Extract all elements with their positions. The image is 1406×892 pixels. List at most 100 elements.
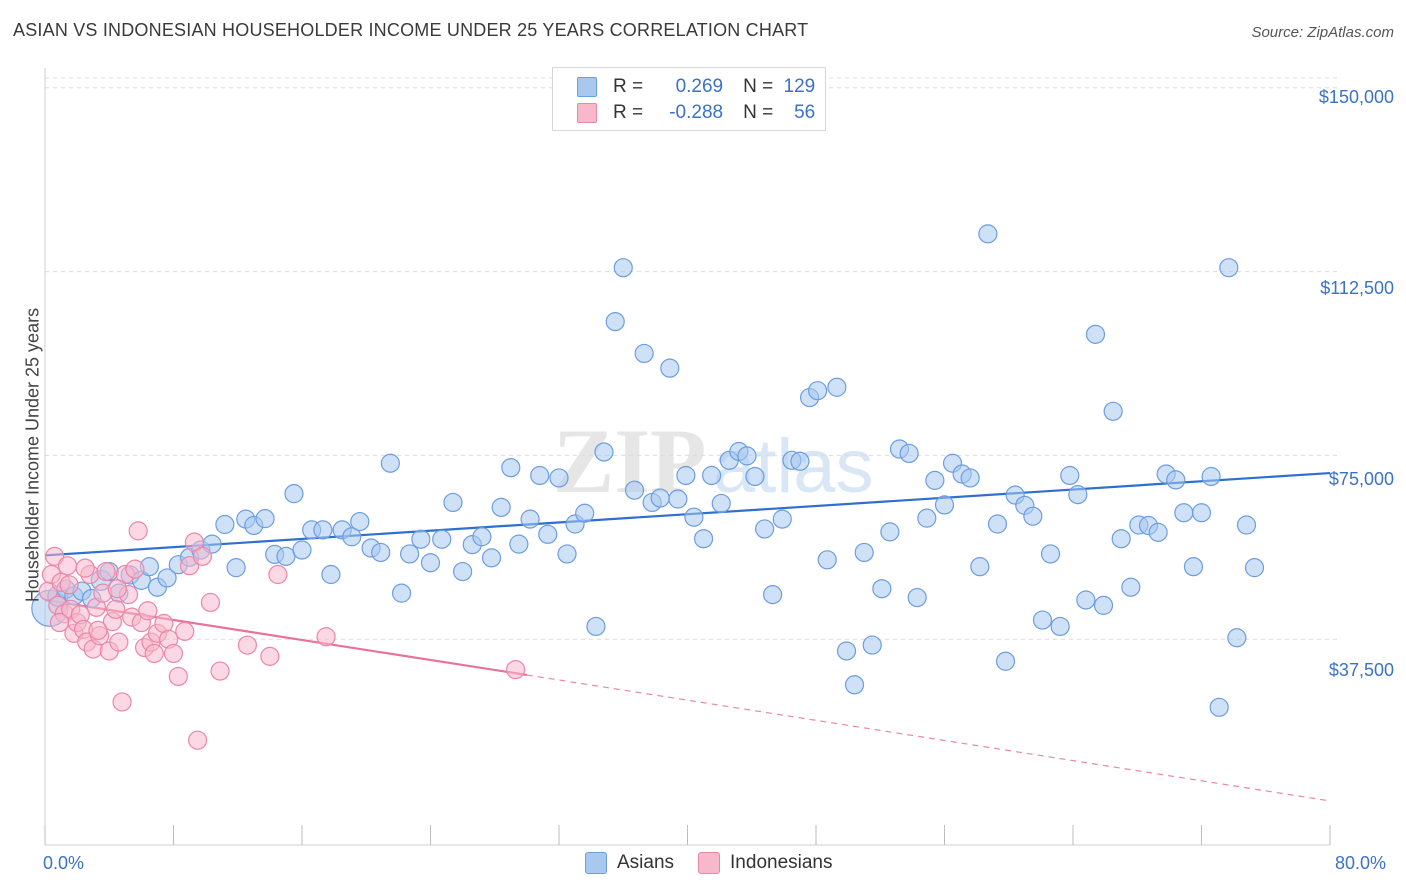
- n-label: N =: [743, 76, 774, 97]
- data-point-asians: [226, 558, 246, 578]
- r-label: R =: [613, 76, 644, 97]
- data-point-asians: [481, 548, 502, 568]
- data-point-asians: [1040, 544, 1061, 564]
- data-point-asians: [1121, 577, 1141, 597]
- axes: [44, 68, 1331, 846]
- data-point-asians: [817, 550, 837, 570]
- data-point-indonesians: [187, 730, 208, 750]
- legend-row-indonesians: R = -0.288 N = 56: [577, 101, 815, 125]
- data-point-asians: [1201, 466, 1221, 487]
- data-point-asians: [1111, 529, 1131, 549]
- data-point-indonesians: [57, 556, 78, 576]
- n-value-asians: 129: [783, 76, 816, 97]
- data-point-asians: [276, 546, 296, 566]
- data-point-asians: [960, 468, 980, 488]
- data-point-asians: [549, 468, 569, 488]
- legend-swatch-asians: [577, 77, 597, 97]
- legend-label-asians: Asians: [617, 852, 675, 873]
- data-point-indonesians: [192, 546, 213, 566]
- data-point-asians: [420, 553, 441, 573]
- data-point-asians: [737, 446, 757, 466]
- data-point-asians: [650, 488, 670, 508]
- data-point-indonesians: [88, 620, 108, 640]
- data-point-asians: [925, 470, 945, 490]
- data-point-asians: [1227, 628, 1247, 648]
- r-value-indonesians: -0.288: [669, 102, 724, 123]
- data-point-asians: [321, 564, 341, 585]
- data-point-asians: [509, 534, 529, 554]
- data-point-asians: [1209, 697, 1229, 717]
- data-point-asians: [1236, 515, 1257, 535]
- data-point-asians: [613, 258, 633, 278]
- data-point-asians: [808, 381, 828, 401]
- data-point-asians: [1191, 503, 1212, 523]
- data-point-asians: [1068, 485, 1088, 505]
- data-point-asians: [491, 497, 511, 517]
- data-point-asians: [501, 458, 521, 478]
- correlation-legend: R = 0.269 N = 129 R = -0.288 N = 56: [552, 67, 826, 131]
- data-point-asians: [934, 495, 955, 515]
- data-point-asians: [745, 466, 765, 487]
- data-point-asians: [763, 584, 783, 605]
- legend-item-indonesians[interactable]: Indonesians: [698, 852, 833, 874]
- data-point-asians: [391, 583, 412, 603]
- data-points: [31, 224, 1265, 750]
- data-point-indonesians: [128, 521, 148, 541]
- data-point-indonesians: [138, 601, 158, 621]
- data-point-asians: [862, 635, 882, 655]
- data-point-indonesians: [45, 546, 65, 566]
- series-legend: Asians Indonesians: [585, 852, 857, 874]
- data-point-asians: [284, 484, 304, 504]
- data-point-asians: [836, 641, 857, 661]
- data-point-asians: [701, 465, 722, 486]
- data-point-asians: [400, 544, 420, 564]
- data-point-asians: [880, 522, 900, 542]
- y-tick-label-112500: $112,500: [1320, 278, 1394, 298]
- data-point-asians: [157, 568, 177, 588]
- data-point-asians: [1244, 558, 1265, 578]
- data-point-asians: [634, 343, 654, 364]
- data-point-asians: [443, 492, 463, 513]
- legend-swatch-indonesians: [577, 103, 597, 123]
- legend-swatch-indonesians: [698, 852, 721, 874]
- data-point-asians: [520, 509, 540, 529]
- data-point-asians: [1060, 465, 1080, 486]
- data-point-asians: [1093, 595, 1114, 615]
- data-point-asians: [844, 675, 865, 695]
- data-point-asians: [1076, 590, 1096, 610]
- n-label: N =: [743, 102, 774, 123]
- data-point-indonesians: [237, 635, 257, 655]
- trend-line-extension-indonesians: [526, 674, 1331, 802]
- r-label: R =: [613, 102, 644, 123]
- data-point-asians: [684, 507, 704, 527]
- data-point-indonesians: [210, 661, 230, 681]
- data-point-indonesians: [144, 643, 164, 664]
- data-point-asians: [1032, 610, 1053, 630]
- data-point-indonesians: [268, 564, 288, 585]
- data-point-asians: [754, 519, 775, 539]
- data-point-asians: [790, 451, 810, 471]
- data-point-asians: [970, 557, 990, 577]
- data-point-asians: [827, 377, 847, 397]
- data-point-asians: [453, 561, 473, 582]
- data-point-asians: [530, 465, 550, 486]
- data-point-asians: [1148, 522, 1168, 542]
- data-point-asians: [380, 453, 400, 473]
- data-point-asians: [432, 529, 452, 549]
- r-value-asians: 0.269: [675, 76, 724, 97]
- data-point-asians: [693, 529, 714, 549]
- data-point-asians: [899, 443, 919, 464]
- data-point-asians: [472, 527, 492, 547]
- legend-item-asians[interactable]: Asians: [585, 852, 674, 874]
- data-point-asians: [676, 465, 696, 486]
- legend-label-indonesians: Indonesians: [730, 852, 833, 873]
- data-point-indonesians: [316, 627, 336, 647]
- data-point-indonesians: [96, 561, 116, 582]
- data-point-indonesians: [107, 579, 127, 599]
- data-point-indonesians: [109, 632, 129, 652]
- data-point-asians: [575, 503, 595, 523]
- data-point-asians: [605, 311, 625, 332]
- n-value-indonesians: 56: [794, 102, 816, 123]
- data-point-asians: [292, 540, 312, 560]
- legend-swatch-asians: [585, 852, 607, 874]
